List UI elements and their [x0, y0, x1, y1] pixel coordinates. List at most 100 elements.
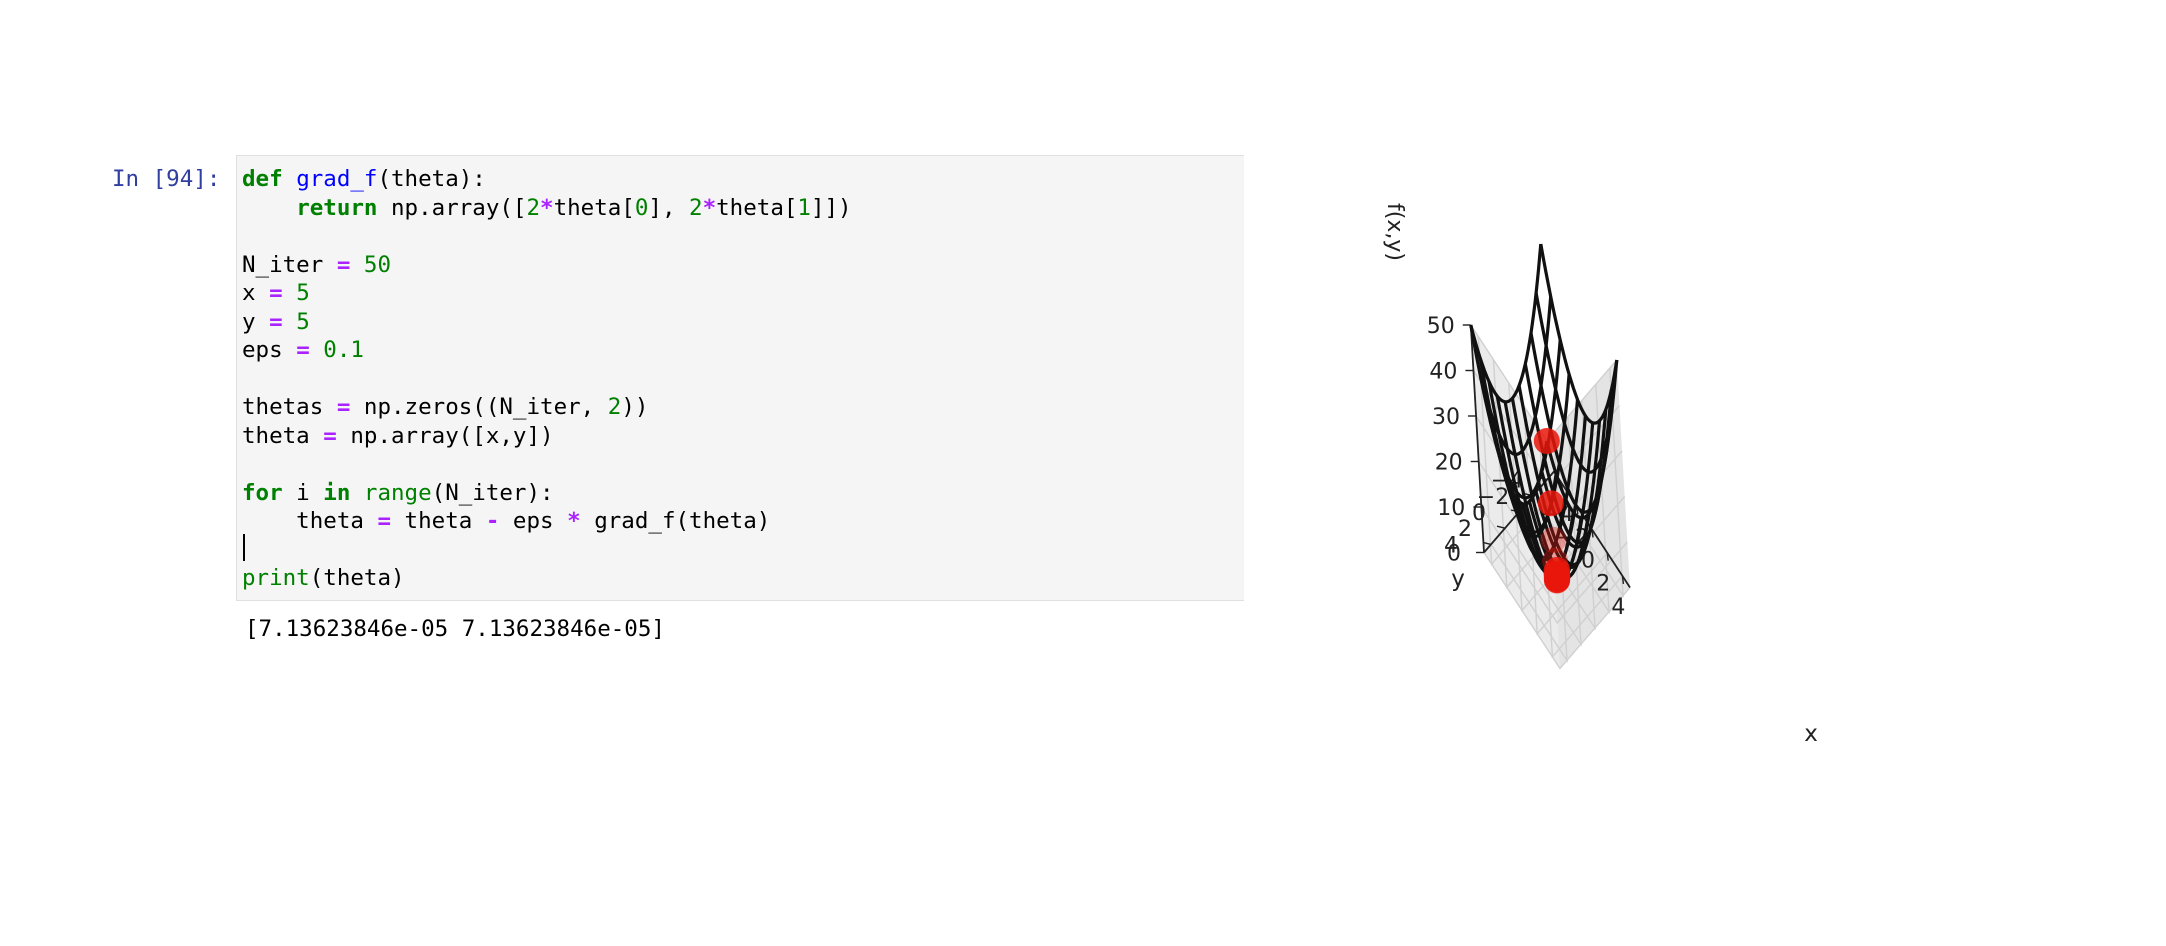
code-token: y [242, 308, 270, 335]
wire-line-x [1469, 324, 1549, 506]
code-token: 0.1 [323, 337, 364, 363]
x-tick [1621, 575, 1625, 584]
code-token: = [377, 508, 392, 534]
code-token: - [485, 508, 500, 534]
code-token: def [242, 166, 283, 192]
x-tick [1591, 529, 1594, 538]
code-token [283, 166, 297, 192]
code-token: i [282, 479, 324, 506]
code-line [242, 536, 852, 565]
z-tick-label: 0 [1447, 542, 1461, 567]
code-token: (N_iter): [431, 479, 554, 506]
x-tick-label: 4 [1611, 595, 1625, 620]
code-token: in [323, 479, 351, 506]
code-token: 2 [689, 194, 703, 221]
cell-output: [7.13623846e-05 7.13623846e-05] [245, 616, 665, 642]
code-token [350, 252, 364, 278]
code-token: = [269, 308, 283, 335]
z-tick-label: 10 [1437, 496, 1465, 521]
code-token [242, 195, 296, 221]
code-line [242, 450, 852, 479]
code-line: theta = theta - eps * grad_f(theta) [242, 507, 852, 536]
code-token [283, 309, 297, 335]
y-tick-label: 0 [1472, 501, 1486, 526]
code-token: )) [621, 394, 649, 420]
code-token: eps [242, 337, 297, 363]
y-tick-label: −2 [1477, 485, 1509, 510]
code-token: np.array([ [377, 194, 527, 221]
code-token: = [336, 394, 351, 420]
code-token: = [323, 422, 337, 449]
descent-point [1544, 557, 1570, 583]
code-token [350, 480, 364, 506]
code-token: 0 [634, 194, 649, 221]
code-token: np.array([x,y]) [336, 422, 554, 449]
z-tick-label: 40 [1429, 360, 1457, 385]
code-token: theta [391, 508, 486, 534]
wire-line-x [1495, 396, 1575, 577]
code-token: grad_f [296, 166, 378, 192]
gridline-z [1483, 552, 1631, 670]
code-token: 5 [296, 308, 310, 335]
code-line: for i in range(N_iter): [242, 479, 852, 508]
y-tick [1482, 541, 1492, 546]
code-token [283, 280, 297, 306]
descent-point [1533, 428, 1560, 454]
z-tick-label: 50 [1427, 314, 1455, 339]
code-line: theta = np.array([x,y]) [242, 422, 852, 451]
code-token: theta[ [716, 194, 798, 221]
code-token: grad_f(theta) [580, 508, 771, 534]
wire-line-x [1487, 381, 1567, 563]
code-line [242, 365, 852, 394]
code-line: def grad_f(theta): [242, 165, 852, 194]
code-token: 50 [363, 251, 392, 278]
code-token: * [540, 194, 554, 221]
code-token: = [336, 251, 351, 278]
z-axis-label: f(x,y) [1382, 203, 1407, 261]
descent-point [1537, 490, 1564, 517]
code-token: theta[ [553, 194, 635, 221]
descent-point [1540, 526, 1567, 553]
code-token: ], [648, 194, 690, 221]
z-tick-label: 30 [1432, 405, 1460, 430]
code-token: 2 [607, 394, 622, 420]
code-token: x [242, 280, 270, 306]
y-tick-label: 4 [1444, 533, 1458, 558]
z-axis-line [1469, 324, 1485, 553]
code-token: 2 [526, 194, 541, 221]
code-editor[interactable]: def grad_f(theta): return np.array([2*th… [242, 165, 852, 593]
x-axis-label: x [1804, 721, 1818, 747]
wire-line-y [1545, 359, 1619, 520]
code-cell[interactable] [236, 155, 1244, 601]
code-token: theta [242, 508, 378, 534]
x-tick [1606, 552, 1609, 561]
code-line: return np.array([2*theta[0], 2*theta[1]]… [242, 194, 852, 223]
code-line: y = 5 [242, 308, 852, 337]
code-token: = [296, 337, 310, 363]
x-tick-label: 0 [1581, 549, 1595, 574]
code-token: theta [242, 422, 324, 449]
code-token: range [363, 479, 432, 506]
y-axis-label: y [1451, 566, 1465, 592]
code-token: (theta) [309, 565, 405, 591]
code-token: thetas [242, 394, 337, 420]
code-token: eps [499, 508, 568, 534]
code-token: * [567, 508, 581, 534]
code-token: ]]) [810, 194, 852, 221]
code-line: N_iter = 50 [242, 251, 852, 280]
code-token: 1 [797, 194, 811, 221]
code-token: for [242, 479, 283, 506]
code-line: x = 5 [242, 279, 852, 308]
z-tick-label: 20 [1435, 451, 1463, 476]
code-token: return [296, 194, 378, 221]
code-token: 5 [296, 280, 310, 306]
text-cursor [243, 534, 245, 561]
x-tick-label: 2 [1596, 572, 1610, 597]
code-line [242, 222, 852, 251]
code-line: print(theta) [242, 564, 852, 593]
code-token: (theta): [377, 166, 486, 192]
gridline-z [1480, 506, 1628, 625]
descent-path [1533, 428, 1571, 594]
code-line: thetas = np.zeros((N_iter, 2)) [242, 393, 852, 422]
